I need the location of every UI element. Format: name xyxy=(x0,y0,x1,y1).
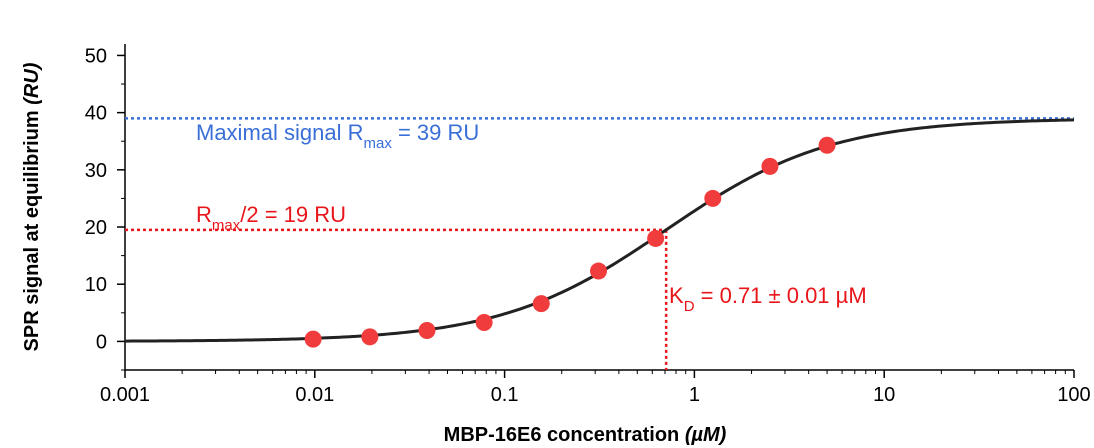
data-point xyxy=(361,328,379,346)
data-point xyxy=(475,314,493,332)
y-tick-label: 20 xyxy=(85,217,107,239)
reference-lines xyxy=(125,117,1074,370)
kd-annotation-sub: D xyxy=(684,298,695,315)
x-axis-title-text: MBP-16E6 concentration xyxy=(444,424,680,446)
kd-annotation-suffix: = 0.71 ± 0.01 µM xyxy=(695,283,867,308)
half-rmax-annotation-sub: max xyxy=(212,217,241,234)
rmax-annotation-prefix: Maximal signal R xyxy=(196,120,364,145)
data-point xyxy=(704,189,722,207)
data-points xyxy=(304,136,836,348)
y-axis-title-text: SPR signal at equilibrium xyxy=(21,110,43,351)
y-tick-label: 30 xyxy=(85,160,107,182)
data-point xyxy=(818,136,836,154)
axes xyxy=(124,44,1074,371)
y-axis-unit: (RU) xyxy=(21,62,43,105)
half-rmax-annotation: Rmax/2 = 19 RU xyxy=(196,202,346,234)
data-point xyxy=(418,322,436,340)
y-tick-label: 40 xyxy=(85,103,107,125)
ticks: 0.001 0.01 0.1 1 10 100 0 10 20 30 40 50 xyxy=(85,45,1091,406)
y-axis-title: SPR signal at equilibrium (RU) xyxy=(21,62,43,351)
half-rmax-annotation-suffix: /2 = 19 RU xyxy=(240,202,346,227)
y-tick-label: 50 xyxy=(85,45,107,67)
kd-annotation-prefix: K xyxy=(669,283,684,308)
half-rmax-annotation-prefix: R xyxy=(196,202,212,227)
data-point xyxy=(647,229,665,247)
y-tick-label: 0 xyxy=(96,331,107,353)
x-tick-label: 0.01 xyxy=(295,384,334,406)
rmax-annotation-sub: max xyxy=(364,135,393,152)
x-tick-label: 1 xyxy=(689,384,700,406)
x-axis-title: MBP-16E6 concentration (µM) xyxy=(444,424,727,446)
x-tick-label: 10 xyxy=(873,384,895,406)
rmax-annotation: Maximal signal Rmax = 39 RU xyxy=(196,120,479,152)
x-tick-label: 0.1 xyxy=(491,384,519,406)
kd-annotation: KD = 0.71 ± 0.01 µM xyxy=(669,283,867,315)
x-tick-label: 0.001 xyxy=(100,384,150,406)
y-tick-label: 10 xyxy=(85,274,107,296)
data-point xyxy=(761,157,779,175)
x-axis-unit: (µM) xyxy=(685,424,727,446)
x-tick-label: 100 xyxy=(1057,384,1090,406)
data-point xyxy=(532,295,550,313)
data-point xyxy=(590,262,608,280)
data-point xyxy=(304,330,322,348)
rmax-annotation-suffix: = 39 RU xyxy=(392,120,479,145)
